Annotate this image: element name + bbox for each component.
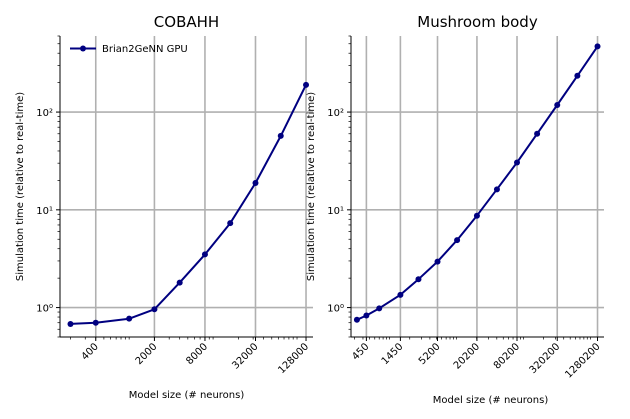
y-tick-label: 10² xyxy=(327,108,344,119)
data-point xyxy=(201,251,208,258)
data-point xyxy=(176,279,183,286)
x-tick-label: 1450 xyxy=(380,341,406,367)
y-tick-label: 10¹ xyxy=(36,206,53,217)
x-tick-label: 1280200 xyxy=(563,341,602,380)
x-tick-label: 80200 xyxy=(492,341,522,371)
x-tick-label: 450 xyxy=(350,341,371,362)
data-point xyxy=(514,159,521,166)
data-point xyxy=(554,102,561,109)
data-point xyxy=(67,320,74,327)
x-axis-label: Model size (# neurons) xyxy=(433,395,549,406)
data-point xyxy=(353,316,360,323)
y-axis-label: Simulation time (relative to real-time) xyxy=(15,92,26,281)
series-line xyxy=(70,84,307,325)
data-point xyxy=(534,130,541,137)
x-tick-label: 8000 xyxy=(184,341,210,367)
legend-marker xyxy=(80,45,86,52)
data-point xyxy=(434,258,441,265)
series-line xyxy=(356,45,599,321)
x-axis-label: Model size (# neurons) xyxy=(129,390,245,401)
data-point xyxy=(376,305,383,312)
data-point xyxy=(397,291,404,298)
y-tick-label: 10⁰ xyxy=(327,304,344,315)
y-tick-label: 10² xyxy=(36,108,53,119)
data-point xyxy=(277,132,284,139)
data-point xyxy=(126,315,133,322)
data-point xyxy=(493,186,500,193)
data-point xyxy=(415,276,422,283)
x-tick-label: 400 xyxy=(80,341,101,362)
x-tick-label: 20200 xyxy=(452,341,482,371)
data-point xyxy=(252,180,259,187)
data-point xyxy=(454,237,461,244)
chart-title: COBAHH xyxy=(154,13,219,31)
legend: Brian2GeNN GPU xyxy=(70,44,188,55)
chart-panel-1: 400 2000 8000 32000 128000 10⁰ 10¹ 10² COBAHH Mod… xyxy=(15,13,313,401)
data-point xyxy=(363,312,370,319)
data-point xyxy=(151,306,158,313)
chart-title: Mushroom body xyxy=(417,13,538,31)
legend-label: Brian2GeNN GPU xyxy=(102,44,188,55)
y-tick-label: 10¹ xyxy=(327,206,344,217)
data-point xyxy=(92,319,99,326)
data-point xyxy=(594,43,601,50)
x-tick-label: 320200 xyxy=(528,341,563,376)
y-tick-label: 10⁰ xyxy=(36,304,53,315)
data-point xyxy=(473,212,480,219)
data-point xyxy=(303,81,310,88)
x-tick-label: 2000 xyxy=(134,341,160,367)
y-axis-label: Simulation time (relative to real-time) xyxy=(306,92,317,281)
x-tick-label: 5200 xyxy=(417,341,443,367)
data-point xyxy=(574,72,581,79)
chart-panel-2: 450 1450 5200 20200 80200 320200 1280200 10⁰ 10¹… xyxy=(306,13,604,406)
x-tick-label: 128000 xyxy=(276,341,311,376)
data-point xyxy=(227,220,234,227)
x-tick-label: 32000 xyxy=(230,341,260,371)
